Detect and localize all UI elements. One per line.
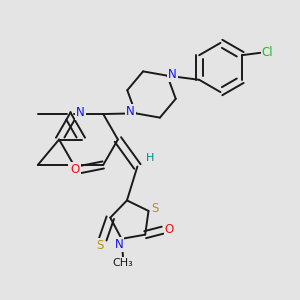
Text: Cl: Cl: [262, 46, 273, 59]
Text: N: N: [69, 165, 78, 178]
Text: S: S: [151, 202, 158, 215]
Text: S: S: [97, 239, 104, 252]
Text: H: H: [146, 153, 154, 163]
Text: N: N: [126, 105, 135, 118]
Text: CH₃: CH₃: [113, 258, 134, 268]
Text: N: N: [76, 106, 85, 119]
Text: O: O: [164, 223, 174, 236]
Text: N: N: [168, 68, 177, 81]
Text: N: N: [115, 238, 124, 251]
Text: O: O: [71, 163, 80, 176]
